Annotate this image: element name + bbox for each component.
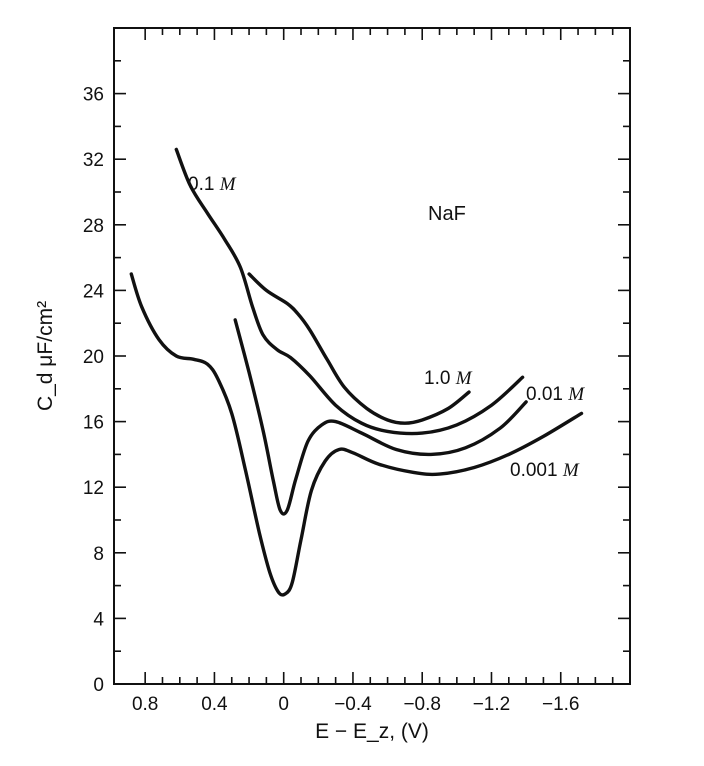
series-label-0-001-m: 0.001 M (510, 460, 580, 481)
axis-tick-labels: 0.8 0.4 0 −0.4 −0.8 −1.2 −1.6 0 4 8 12 16 20 24 28 32 36 (83, 85, 580, 715)
y-tick-label: 28 (83, 216, 104, 237)
series-label-1-0-m: 1.0 M (424, 368, 473, 389)
curve-0-001-m (129, 272, 584, 597)
x-tick-label: 0.8 (132, 694, 158, 715)
y-tick-label: 36 (83, 85, 104, 106)
y-tick-label: 16 (83, 413, 104, 434)
axis-ticks (114, 27, 631, 685)
y-tick-label: 4 (93, 609, 104, 630)
x-tick-label: −0.4 (334, 694, 372, 715)
y-tick-label: 20 (83, 347, 104, 368)
y-tick-label: 0 (93, 675, 104, 696)
y-tick-label: 12 (83, 478, 104, 499)
series-label-0-1-m: 0.1 M (188, 174, 237, 195)
series-curves (129, 147, 584, 597)
x-tick-label: −0.8 (403, 694, 441, 715)
x-tick-label: 0 (278, 694, 289, 715)
plot-frame (113, 27, 631, 685)
x-tick-label: −1.2 (473, 694, 511, 715)
y-tick-label: 32 (83, 150, 104, 171)
y-tick-label: 24 (83, 281, 105, 302)
x-tick-label: −1.6 (542, 694, 580, 715)
x-axis-title: E − E_z, (V) (315, 720, 429, 743)
curve-0-1-m (174, 147, 525, 436)
annotation-naf: NaF (428, 203, 466, 225)
y-tick-label: 8 (93, 544, 104, 565)
x-tick-label: 0.4 (201, 694, 228, 715)
curve-0-01-m (233, 318, 528, 516)
y-axis-title: C_d μF/cm² (34, 301, 57, 411)
series-label-0-01-m: 0.01 M (526, 384, 585, 405)
series-labels: 0.1 M 1.0 M 0.01 M 0.001 M (188, 174, 585, 481)
curve-1-0-m (247, 272, 471, 425)
